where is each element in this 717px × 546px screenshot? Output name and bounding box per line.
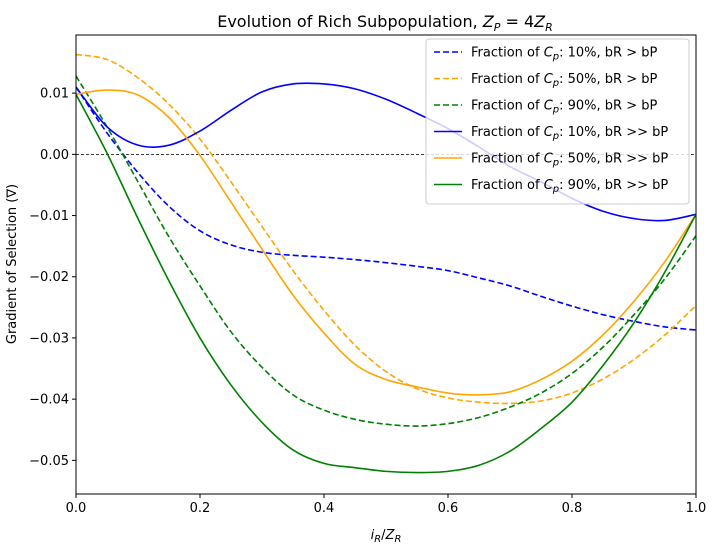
x-tick-label: 0.0 — [66, 501, 87, 516]
y-axis-label: Gradient of Selection (∇) — [5, 184, 20, 344]
series-line-6 — [76, 93, 696, 474]
y-tick-label: 0.01 — [40, 87, 69, 102]
series-line-2 — [76, 53, 696, 405]
y-tick-label: −0.05 — [29, 454, 69, 469]
legend: Fraction of Cp: 10%, bR > bP Fraction of … — [425, 38, 690, 205]
y-tick-label: −0.04 — [29, 393, 69, 408]
plot-area-frame — [75, 34, 697, 495]
legend-label-1: Fraction of Cp: 10%, bR > bP — [471, 46, 657, 63]
legend-label-6: Fraction of Cp: 90%, bR >> bP — [471, 178, 668, 195]
chart-title-prefix: Evolution of Rich Subpopulation, — [217, 12, 483, 31]
x-tick-label: 0.6 — [438, 501, 459, 516]
chart-title: Evolution of Rich Subpopulation, ZP = 4Z… — [217, 12, 553, 34]
x-tick-label: 0.2 — [190, 501, 211, 516]
x-axis-label: iR/ZR — [371, 528, 402, 545]
chart-title-s2: R — [545, 21, 553, 34]
x-tick-label: 0.4 — [314, 501, 335, 516]
legend-label-3: Fraction of Cp: 90%, bR > bP — [471, 99, 657, 116]
chart-title-eq: = 4 — [500, 12, 534, 31]
y-tick-label: 0.00 — [40, 148, 69, 163]
legend-label-5: Fraction of Cp: 50%, bR >> bP — [471, 152, 668, 169]
legend-label-2: Fraction of Cp: 50%, bR > bP — [471, 72, 657, 89]
y-tick-label: −0.03 — [29, 331, 69, 346]
chart-title-s1: P — [494, 21, 501, 34]
legend-label-4: Fraction of Cp: 10%, bR >> bP — [471, 125, 668, 142]
chart-title-z2: Z — [533, 12, 546, 31]
y-tick-label: −0.02 — [29, 270, 69, 285]
chart-title-z1: Z — [482, 12, 495, 31]
series-line-4 — [76, 82, 696, 222]
series-line-3 — [76, 75, 696, 427]
series-line-1 — [76, 86, 696, 331]
y-tick-label: −0.01 — [29, 209, 69, 224]
series-line-5 — [76, 89, 696, 396]
legend-box — [425, 38, 690, 205]
x-tick-label: 1.0 — [686, 501, 707, 516]
x-tick-label: 0.8 — [562, 501, 583, 516]
